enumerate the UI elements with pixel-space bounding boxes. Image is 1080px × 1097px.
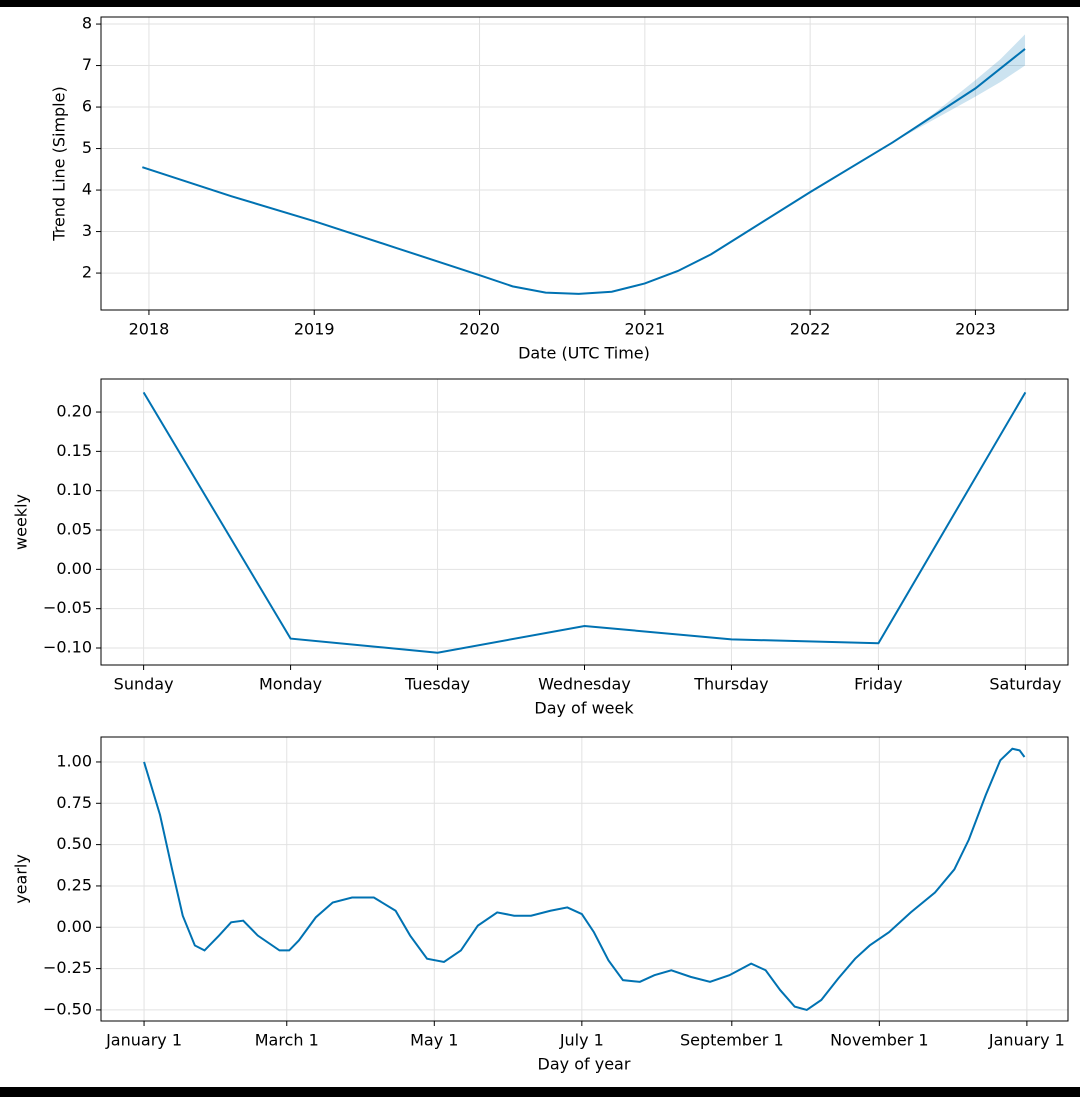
y-tick-label: 0.10 <box>56 480 92 499</box>
y-tick-label: −0.50 <box>43 999 92 1018</box>
line <box>143 747 1026 1012</box>
x-axis-label: Day of year <box>538 1055 631 1074</box>
x-tick-label: November 1 <box>830 1031 929 1050</box>
x-axis-label: Day of week <box>534 699 634 718</box>
x-tick-label: Saturday <box>989 675 1061 694</box>
y-axis-label: yearly <box>12 854 31 904</box>
x-tick-label: 2020 <box>459 320 500 339</box>
x-tick-label: 2022 <box>790 320 831 339</box>
x-axis-label: Date (UTC Time) <box>518 344 650 363</box>
y-tick-label: 4 <box>82 180 92 199</box>
y-tick-label: 0.50 <box>56 834 92 853</box>
x-tick-label: Friday <box>854 675 903 694</box>
x-tick-label: Tuesday <box>404 675 470 694</box>
bottom-bar <box>0 1087 1080 1097</box>
top-bar <box>0 0 1080 7</box>
x-tick-label: 2021 <box>624 320 665 339</box>
x-tick-label: Sunday <box>114 675 174 694</box>
x-tick-label: January 1 <box>988 1031 1065 1050</box>
y-tick-label: 6 <box>82 97 92 116</box>
x-tick-label: Monday <box>259 675 322 694</box>
y-axis-label: Trend Line (Simple) <box>50 86 69 241</box>
x-tick-label: 2023 <box>955 320 996 339</box>
y-tick-label: −0.10 <box>43 638 92 657</box>
axes-frame <box>100 378 1069 666</box>
axes-frame <box>100 736 1069 1022</box>
y-tick-label: 0.15 <box>56 441 92 460</box>
y-tick-label: 0.00 <box>56 559 92 578</box>
y-tick-label: 0.25 <box>56 875 92 894</box>
y-tick-label: 0.75 <box>56 793 92 812</box>
y-tick-label: 1.00 <box>56 751 92 770</box>
y-tick-label: 8 <box>82 14 92 33</box>
y-tick-label: 0.20 <box>56 402 92 421</box>
y-axis-label: weekly <box>12 494 31 550</box>
uncertainty-band <box>892 34 1026 143</box>
y-tick-label: 2 <box>82 263 92 282</box>
y-tick-label: −0.05 <box>43 598 92 617</box>
x-tick-label: July 1 <box>559 1031 604 1050</box>
x-tick-label: Wednesday <box>538 675 631 694</box>
y-tick-label: −0.25 <box>43 958 92 977</box>
x-tick-label: March 1 <box>255 1031 319 1050</box>
y-tick-label: 0.05 <box>56 520 92 539</box>
y-tick-label: 5 <box>82 138 92 157</box>
y-tick-label: 0.00 <box>56 917 92 936</box>
x-tick-label: 2018 <box>129 320 170 339</box>
x-tick-label: Thursday <box>693 675 768 694</box>
axes-frame <box>100 16 1069 311</box>
line <box>142 391 1027 654</box>
x-tick-label: May 1 <box>410 1031 458 1050</box>
y-tick-label: 3 <box>82 221 92 240</box>
x-tick-label: 2019 <box>294 320 335 339</box>
x-tick-label: September 1 <box>680 1031 784 1050</box>
y-tick-label: 7 <box>82 55 92 74</box>
line <box>142 48 1026 295</box>
x-tick-label: January 1 <box>105 1031 182 1050</box>
